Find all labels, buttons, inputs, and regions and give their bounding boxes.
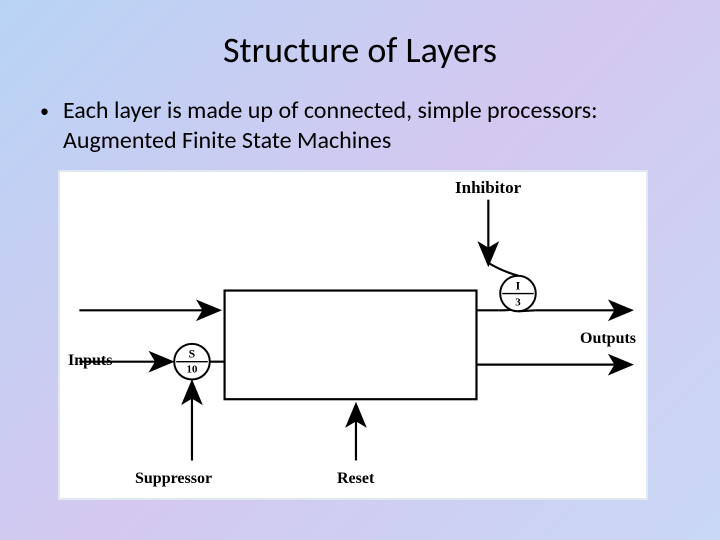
- slide: Structure of Layers • Each layer is made…: [0, 0, 720, 540]
- inhibitor-bend: [488, 263, 518, 276]
- out-top-post-inh: [518, 310, 536, 311]
- suppressor-value: 10: [187, 364, 198, 376]
- suppressor-symbol: S: [189, 347, 196, 361]
- bullet-list: • Each layer is made up of connected, si…: [0, 72, 720, 156]
- processor-box: [225, 291, 477, 400]
- label-reset: Reset: [337, 470, 374, 488]
- bullet-marker: •: [40, 96, 49, 126]
- label-inputs: Inputs: [68, 352, 112, 370]
- label-inhibitor: Inhibitor: [455, 178, 521, 198]
- h1: [476, 300, 500, 310]
- label-outputs: Outputs: [580, 330, 636, 348]
- afsm-diagram: S 10 I 3: [60, 172, 646, 498]
- page-title: Structure of Layers: [0, 0, 720, 72]
- inhibitor-symbol: I: [516, 279, 521, 293]
- bullet-item: • Each layer is made up of connected, si…: [40, 96, 680, 156]
- bullet-text: Each layer is made up of connected, simp…: [63, 96, 680, 156]
- inhibitor-value: 3: [515, 296, 521, 308]
- diagram-frame: S 10 I 3 Inhibitor Inputs Outputs Suppre…: [58, 170, 648, 500]
- label-suppressor: Suppressor: [135, 470, 212, 488]
